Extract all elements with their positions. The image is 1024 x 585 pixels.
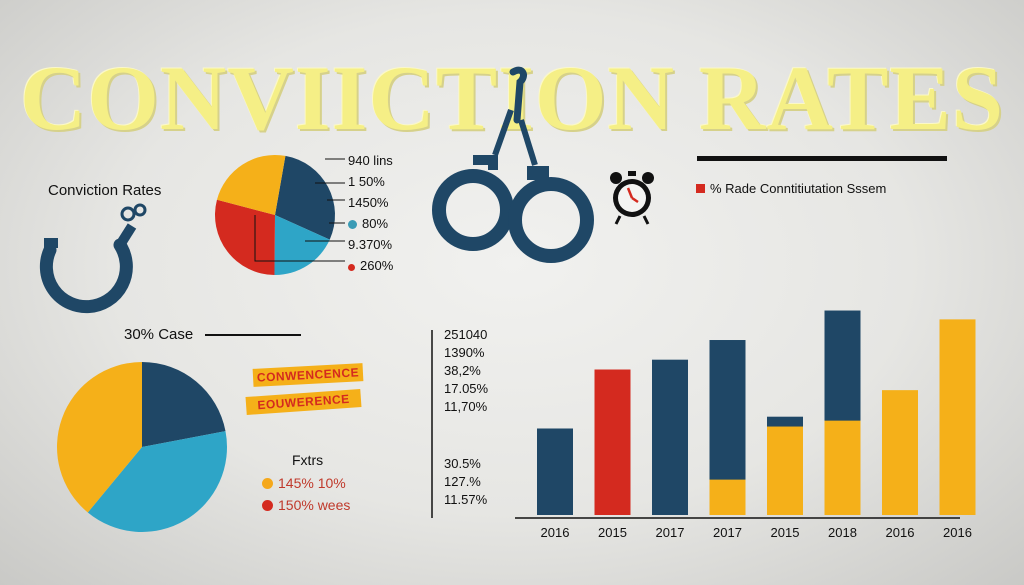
bar-red [594,369,631,515]
pie-slice [57,362,142,513]
factors-legend: 145% 10% 150% wees [262,472,350,516]
case-divider [205,334,301,336]
red-dot-icon [348,264,355,271]
big-pie-chart [57,362,228,532]
y-tick-label: 11.57% [444,492,488,507]
small-pie-labels: 940 lins 1 50% 1450% 80% 9.370% 260% [348,150,393,276]
pie-slice [87,431,228,532]
factors-title: Fxtrs [292,452,324,468]
x-tick-label: 2015 [771,525,800,540]
bar-navy [652,359,688,515]
caution-tape-top: CONWENCENCE [252,363,364,387]
yellow-dot-icon [262,478,273,489]
small-pie-label: 940 lins [348,153,393,168]
x-tick-label: 2017 [713,525,742,540]
pie-slice [215,199,275,275]
y-axis-labels-upper: 251040 1390% 38,2% 17.05% 11,70% [444,326,488,416]
small-pie-label: 80% [348,213,393,234]
bar-chart: 2016 2015 2017 2017 2015 2018 2016 2016 [431,310,976,540]
small-pie-label: 9.370% [348,237,393,252]
pie-slice [274,215,330,275]
small-pie-label: 260% [348,255,393,276]
y-tick-label: 127.% [444,474,481,489]
y-tick-label: 11,70% [444,399,488,414]
alarm-clock-icon [610,171,654,225]
small-pie-label: 1 50% [348,174,385,189]
red-dot-icon [262,500,273,511]
y-tick-label: 1390% [444,345,485,360]
x-tick-label: 2016 [541,525,570,540]
caution-tape-bottom: EOUWERENCE [245,389,362,415]
page-title: CONVIICTION RATES [19,47,1005,149]
bar-yellow [939,319,976,515]
bar-yellow [882,390,918,515]
small-pie-label: 1450% [348,195,389,210]
pie-slice [275,155,335,240]
x-tick-label: 2018 [828,525,857,540]
handcuff-icon [39,203,147,314]
legend-swatch-icon [696,184,705,193]
bar-navy [537,428,573,515]
bar-yellow [824,420,861,515]
bar-yellow [767,426,803,515]
x-tick-label: 2015 [598,525,627,540]
header-label: Conviction Rates [48,182,162,199]
y-axis-labels-lower: 30.5% 127.% 11.57% [444,455,487,509]
divider-line [697,156,947,161]
handcuffs-icon [432,66,594,263]
bar-yellow [709,479,746,515]
small-pie-chart [215,155,335,275]
pie-slice [216,155,286,215]
teal-dot-icon [348,220,357,229]
x-tick-label: 2016 [943,525,972,540]
case-label: 30% Case [124,326,194,343]
x-tick-label: 2016 [886,525,915,540]
legend-top: % Rade Conntitiutation Sssem [696,181,886,196]
pie-slice [142,362,226,447]
leader-lines [254,158,345,262]
y-tick-label: 17.05% [444,381,489,396]
y-tick-label: 30.5% [444,456,481,471]
y-tick-label: 251040 [444,327,488,342]
factors-item: 150% wees [262,494,350,516]
factors-item: 145% 10% [262,472,350,494]
y-tick-label: 38,2% [444,363,481,378]
x-tick-label: 2017 [656,525,685,540]
